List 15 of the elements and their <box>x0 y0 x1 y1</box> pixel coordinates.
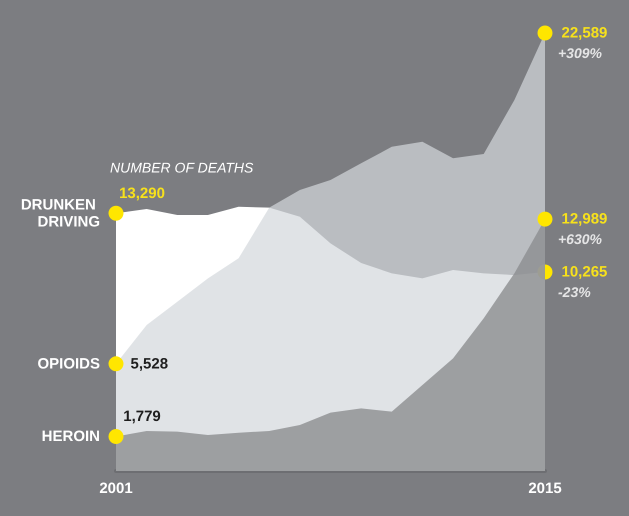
data-label: 5,528 <box>130 355 168 372</box>
data-label: 12,989 <box>562 210 608 228</box>
text: -23% <box>558 284 592 300</box>
y-axis-title: NUMBER OF DEATHS <box>110 159 254 176</box>
series-label: HEROIN <box>42 428 100 446</box>
series-label: DRUNKEN DRIVING <box>20 196 100 230</box>
data-label: 13,290 <box>119 184 165 202</box>
x-tick-label: 2001 <box>99 480 133 497</box>
series-label: OPIOIDS <box>37 355 100 372</box>
data-label: 1,779 <box>123 408 161 426</box>
data-label: 22,589 <box>562 24 608 42</box>
data-label: 10,265 <box>562 263 608 280</box>
text: +630% <box>558 231 603 248</box>
text: +309% <box>558 45 603 61</box>
x-tick-label: 2015 <box>528 480 562 497</box>
